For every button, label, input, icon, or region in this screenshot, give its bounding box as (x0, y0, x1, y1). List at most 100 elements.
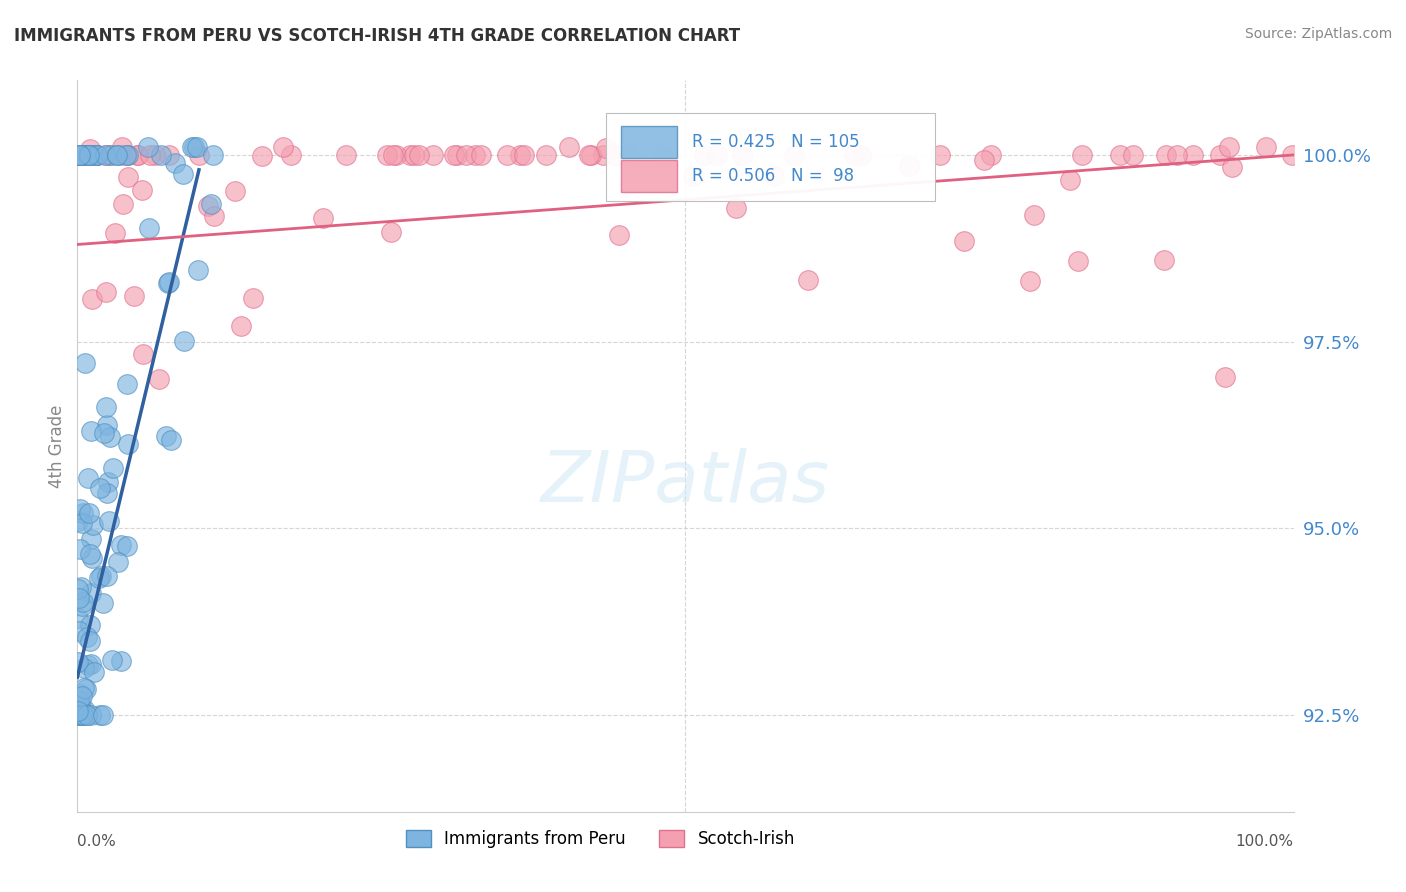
Scotch-Irish (731, 148, 754, 162)
Immigrants from Peru (117, 148, 139, 162)
Scotch-Irish (242, 291, 264, 305)
Immigrants from Peru (76, 148, 98, 162)
Scotch-Irish (783, 148, 806, 162)
Immigrants from Peru (67, 655, 90, 669)
Scotch-Irish (104, 226, 127, 240)
Text: ZIPatlas: ZIPatlas (541, 448, 830, 517)
Immigrants from Peru (94, 400, 117, 414)
Scotch-Irish (797, 273, 820, 287)
Scotch-Irish (110, 148, 132, 162)
Scotch-Irish (94, 148, 117, 162)
Text: 100.0%: 100.0% (1236, 834, 1294, 849)
Immigrants from Peru (107, 555, 129, 569)
Immigrants from Peru (70, 516, 93, 531)
Scotch-Irish (408, 148, 430, 162)
Immigrants from Peru (69, 148, 91, 162)
Immigrants from Peru (96, 486, 118, 500)
Scotch-Irish (980, 148, 1002, 162)
Immigrants from Peru (94, 148, 117, 162)
Immigrants from Peru (69, 581, 91, 595)
Immigrants from Peru (93, 596, 115, 610)
Immigrants from Peru (75, 707, 97, 722)
Immigrants from Peru (72, 595, 94, 609)
Immigrants from Peru (72, 506, 94, 520)
Scotch-Irish (464, 148, 486, 162)
Immigrants from Peru (136, 140, 159, 154)
Scotch-Irish (512, 148, 534, 162)
Scotch-Irish (509, 148, 531, 162)
Immigrants from Peru (70, 707, 93, 722)
Scotch-Irish (1022, 208, 1045, 222)
Immigrants from Peru (73, 681, 96, 696)
Immigrants from Peru (80, 551, 103, 566)
Immigrants from Peru (183, 140, 205, 154)
Text: Source: ZipAtlas.com: Source: ZipAtlas.com (1244, 27, 1392, 41)
Text: IMMIGRANTS FROM PERU VS SCOTCH-IRISH 4TH GRADE CORRELATION CHART: IMMIGRANTS FROM PERU VS SCOTCH-IRISH 4TH… (14, 27, 740, 45)
Immigrants from Peru (79, 148, 101, 162)
Scotch-Irish (592, 148, 614, 162)
Scotch-Irish (117, 148, 139, 162)
Scotch-Irish (607, 228, 630, 243)
Immigrants from Peru (97, 475, 120, 489)
Immigrants from Peru (77, 471, 100, 485)
Scotch-Irish (578, 148, 600, 162)
Immigrants from Peru (103, 461, 125, 475)
Immigrants from Peru (79, 532, 101, 546)
Scotch-Irish (79, 142, 101, 156)
Scotch-Irish (617, 148, 640, 162)
Immigrants from Peru (67, 610, 90, 624)
Immigrants from Peru (73, 661, 96, 675)
Immigrants from Peru (69, 707, 91, 722)
Immigrants from Peru (117, 437, 139, 451)
Scotch-Irish (188, 148, 211, 162)
Scotch-Irish (139, 148, 162, 162)
Immigrants from Peru (80, 585, 103, 599)
Scotch-Irish (335, 148, 357, 162)
Scotch-Irish (80, 292, 103, 306)
Immigrants from Peru (89, 481, 111, 495)
Scotch-Irish (202, 209, 225, 223)
Immigrants from Peru (67, 693, 90, 707)
Scotch-Irish (127, 148, 149, 162)
Scotch-Irish (382, 148, 405, 162)
Scotch-Irish (404, 148, 426, 162)
Scotch-Irish (157, 148, 180, 162)
Scotch-Irish (197, 199, 219, 213)
Scotch-Irish (536, 148, 558, 162)
Immigrants from Peru (69, 707, 91, 722)
Immigrants from Peru (89, 707, 111, 722)
Scotch-Irish (112, 197, 135, 211)
Scotch-Irish (127, 148, 149, 162)
Scotch-Irish (111, 140, 134, 154)
Immigrants from Peru (66, 582, 89, 596)
Immigrants from Peru (101, 653, 124, 667)
Scotch-Irish (148, 372, 170, 386)
Immigrants from Peru (66, 707, 89, 722)
FancyBboxPatch shape (621, 160, 676, 192)
Scotch-Irish (1166, 148, 1188, 162)
Immigrants from Peru (159, 275, 181, 289)
Immigrants from Peru (69, 693, 91, 707)
Scotch-Irish (446, 148, 468, 162)
Immigrants from Peru (69, 148, 91, 162)
Immigrants from Peru (100, 148, 122, 162)
Text: 0.0%: 0.0% (77, 834, 117, 849)
Scotch-Irish (1218, 140, 1240, 154)
Immigrants from Peru (77, 148, 100, 162)
Scotch-Irish (973, 153, 995, 167)
Immigrants from Peru (173, 334, 195, 348)
Immigrants from Peru (77, 657, 100, 672)
Scotch-Irish (1209, 148, 1232, 162)
Scotch-Irish (312, 211, 335, 226)
Scotch-Irish (1213, 370, 1236, 384)
Immigrants from Peru (97, 514, 120, 528)
Scotch-Irish (224, 184, 246, 198)
Scotch-Irish (1281, 148, 1303, 162)
Immigrants from Peru (75, 682, 97, 697)
Immigrants from Peru (83, 665, 105, 679)
Immigrants from Peru (76, 630, 98, 644)
Immigrants from Peru (69, 148, 91, 162)
Scotch-Irish (250, 149, 273, 163)
Scotch-Irish (1121, 148, 1143, 162)
Immigrants from Peru (67, 591, 90, 605)
